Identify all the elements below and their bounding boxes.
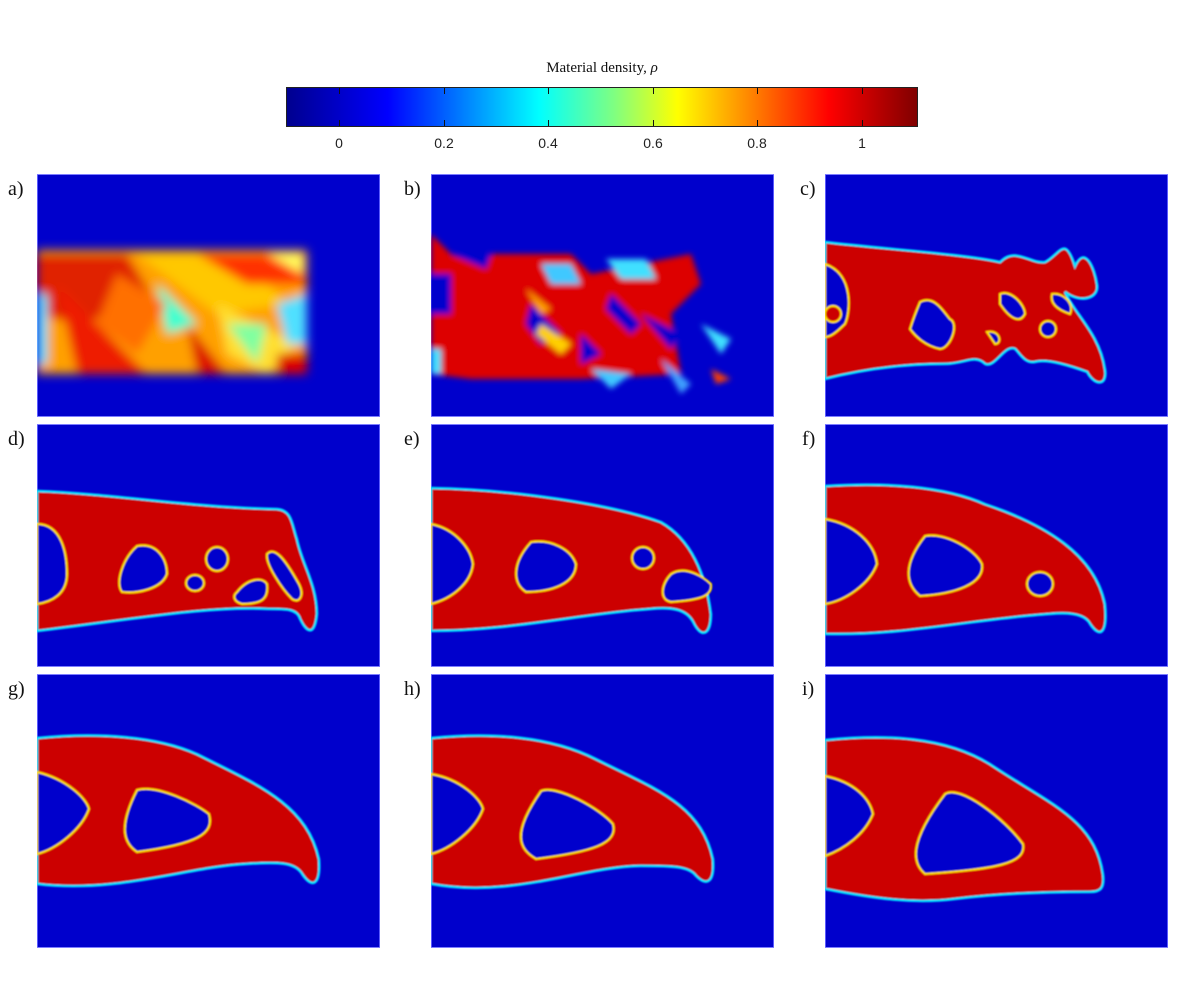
colorbar-tick-label: 0.8 <box>747 135 767 151</box>
density-panel-g <box>37 674 380 948</box>
colorbar-tick <box>653 120 654 126</box>
density-panel-d <box>37 424 380 667</box>
panel-label-f: f) <box>802 428 816 450</box>
density-panel-a <box>37 174 380 417</box>
density-panel-i <box>825 674 1168 948</box>
density-field-c <box>825 240 1107 384</box>
colorbar-tick <box>757 88 758 94</box>
density-field-e <box>431 486 713 634</box>
panel-label-g: g) <box>8 678 25 700</box>
colorbar-tick <box>548 120 549 126</box>
colorbar-tick <box>757 120 758 126</box>
density-field-d <box>37 489 319 633</box>
density-field-g <box>37 734 321 888</box>
colorbar-tick-label: 0.6 <box>643 135 663 151</box>
colorbar-tick <box>653 88 654 94</box>
colorbar <box>286 87 918 127</box>
density-panel-c <box>825 174 1168 417</box>
colorbar-tick-label: 0 <box>335 135 343 151</box>
density-field-i <box>825 735 1105 903</box>
panel-label-c: c) <box>800 178 816 200</box>
panel-label-d: d) <box>8 428 25 450</box>
density-field-a <box>37 250 307 374</box>
density-field-h <box>431 734 715 890</box>
colorbar-tick-label: 0.2 <box>434 135 454 151</box>
colorbar-tick <box>339 88 340 94</box>
density-panel-h <box>431 674 774 948</box>
colorbar-tick <box>444 88 445 94</box>
panel-label-a: a) <box>8 178 24 200</box>
panel-label-i: i) <box>802 678 815 700</box>
density-panel-b <box>431 174 774 417</box>
panel-label-e: e) <box>404 428 420 450</box>
density-field-f <box>825 483 1107 636</box>
rho-symbol: ρ <box>650 60 658 76</box>
density-panel-e <box>431 424 774 667</box>
colorbar-tick <box>862 88 863 94</box>
colorbar-tick <box>444 120 445 126</box>
colorbar-tick <box>548 88 549 94</box>
colorbar-tick <box>339 120 340 126</box>
density-field-b <box>431 234 731 394</box>
colorbar-tick-label: 1 <box>858 135 866 151</box>
colorbar-title-text: Material density, <box>546 60 651 76</box>
colorbar-tick <box>862 120 863 126</box>
colorbar-title: Material density, ρ <box>286 60 918 77</box>
colorbar-tick-label: 0.4 <box>538 135 558 151</box>
panel-label-h: h) <box>404 678 421 700</box>
density-panel-f <box>825 424 1168 667</box>
panel-label-b: b) <box>404 178 421 200</box>
